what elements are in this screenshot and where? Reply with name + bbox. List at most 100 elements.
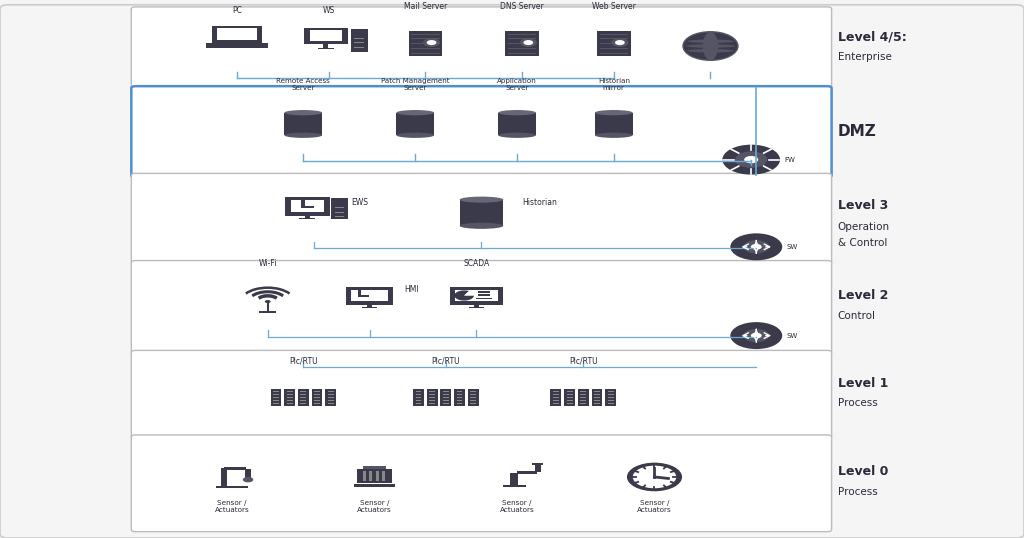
Bar	[314, 394, 319, 395]
Circle shape	[523, 40, 534, 45]
Bar	[566, 391, 572, 392]
Bar	[581, 400, 586, 401]
Circle shape	[735, 151, 767, 168]
Text: Web Server: Web Server	[592, 2, 636, 11]
Bar	[553, 400, 559, 401]
Ellipse shape	[285, 133, 323, 138]
Bar	[594, 403, 600, 404]
Bar	[508, 43, 537, 44]
Bar	[564, 388, 575, 406]
Text: & Control: & Control	[838, 238, 887, 248]
Bar	[553, 397, 559, 398]
Bar	[442, 400, 449, 401]
Text: Process: Process	[838, 398, 878, 408]
Circle shape	[423, 38, 440, 47]
Bar	[376, 471, 379, 482]
Bar	[455, 289, 498, 301]
Bar	[382, 471, 385, 482]
Bar	[273, 400, 279, 401]
Bar	[535, 464, 541, 472]
Ellipse shape	[396, 133, 434, 138]
Text: Historian
mirror: Historian mirror	[598, 79, 630, 91]
Bar	[300, 400, 306, 401]
Circle shape	[751, 244, 762, 250]
Bar	[551, 388, 561, 406]
Bar	[217, 27, 257, 40]
Bar	[335, 207, 344, 208]
Bar	[427, 388, 437, 406]
Bar	[412, 48, 439, 49]
Ellipse shape	[396, 110, 434, 115]
FancyBboxPatch shape	[131, 435, 831, 532]
Bar	[291, 200, 325, 212]
Bar	[508, 33, 537, 35]
Bar	[457, 391, 463, 392]
Bar	[328, 397, 334, 398]
FancyBboxPatch shape	[131, 7, 831, 90]
Circle shape	[744, 156, 758, 164]
Bar	[300, 391, 306, 392]
Bar	[475, 298, 493, 299]
Bar	[499, 112, 536, 135]
Bar	[470, 403, 476, 404]
Bar	[328, 394, 334, 395]
Text: Level 0: Level 0	[838, 465, 888, 478]
Bar	[305, 211, 310, 218]
Ellipse shape	[499, 133, 536, 138]
Bar	[216, 486, 248, 488]
Bar	[477, 294, 490, 296]
Bar	[362, 471, 366, 482]
Bar	[599, 53, 628, 54]
Bar	[416, 391, 422, 392]
Bar	[273, 391, 279, 392]
Bar	[412, 53, 439, 54]
Bar	[298, 388, 309, 406]
Circle shape	[243, 477, 253, 483]
Ellipse shape	[499, 110, 536, 115]
Bar	[270, 388, 282, 406]
Bar	[285, 112, 323, 135]
Bar	[287, 397, 293, 398]
Text: Plc/RTU: Plc/RTU	[569, 357, 598, 366]
Text: Enterprise: Enterprise	[838, 52, 892, 62]
Text: Control: Control	[838, 311, 876, 321]
Text: Plc/RTU: Plc/RTU	[431, 357, 460, 366]
Ellipse shape	[702, 32, 718, 60]
Bar	[287, 400, 293, 401]
Bar	[416, 400, 422, 401]
Bar	[273, 403, 279, 404]
Bar	[409, 31, 442, 56]
FancyBboxPatch shape	[131, 350, 831, 439]
Bar	[468, 388, 478, 406]
Bar	[607, 397, 613, 398]
Bar	[553, 391, 559, 392]
Bar	[429, 391, 435, 392]
Bar	[302, 206, 314, 208]
FancyBboxPatch shape	[131, 260, 831, 355]
Text: EWS: EWS	[351, 199, 369, 208]
Circle shape	[730, 233, 782, 260]
Text: PC: PC	[232, 6, 242, 15]
FancyBboxPatch shape	[131, 173, 831, 265]
Bar	[594, 400, 600, 401]
Bar	[350, 29, 368, 52]
Circle shape	[730, 322, 782, 349]
Bar	[450, 287, 503, 305]
Ellipse shape	[595, 110, 633, 115]
Bar	[317, 48, 334, 49]
Text: SW: SW	[786, 332, 798, 338]
Wedge shape	[464, 291, 474, 295]
Bar	[285, 388, 295, 406]
Bar	[510, 473, 518, 485]
Bar	[470, 400, 476, 401]
Bar	[599, 33, 628, 35]
Bar	[457, 397, 463, 398]
Bar	[324, 41, 329, 48]
Text: Sensor /
Actuators: Sensor / Actuators	[637, 500, 672, 513]
Bar	[503, 485, 525, 487]
Bar	[212, 26, 262, 44]
Ellipse shape	[686, 44, 735, 48]
Bar	[442, 394, 449, 395]
Bar	[470, 391, 476, 392]
Bar	[440, 388, 452, 406]
